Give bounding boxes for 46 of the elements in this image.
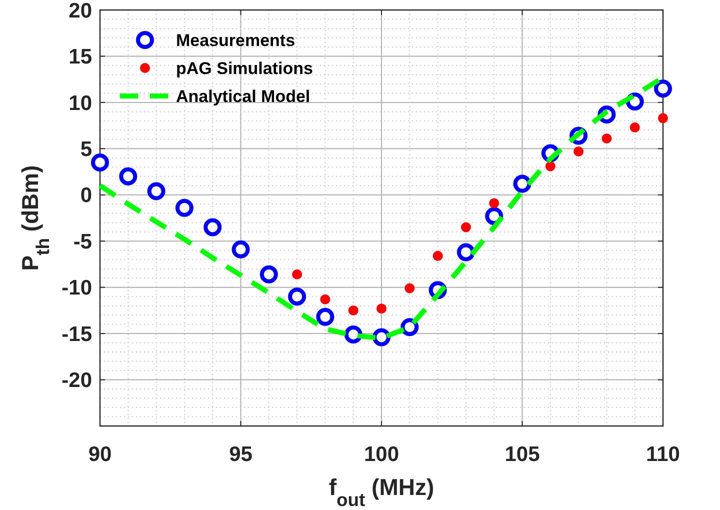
point	[658, 113, 668, 124]
point	[460, 222, 471, 232]
x-tick-label: 105	[504, 443, 540, 466]
y-tick-label: 10	[68, 92, 92, 115]
x-tick-label: 110	[646, 443, 680, 466]
point	[372, 328, 390, 346]
legend-label: Measurements	[176, 30, 296, 50]
point	[147, 182, 166, 200]
point	[545, 161, 556, 172]
y-tick-label: 15	[68, 46, 92, 69]
point	[654, 80, 672, 98]
x-tick-label: 90	[88, 443, 112, 466]
y-tick-label: -5	[73, 230, 92, 254]
point	[260, 265, 278, 284]
point	[320, 294, 330, 304]
point	[344, 325, 362, 344]
point	[404, 283, 415, 294]
x-tick-label: 95	[229, 443, 253, 466]
point	[574, 146, 584, 156]
point	[489, 198, 500, 208]
point	[400, 318, 419, 336]
y-tick-label: 5	[80, 138, 92, 162]
point	[119, 167, 138, 186]
point	[91, 154, 109, 172]
point	[432, 250, 443, 261]
y-tick-label: -20	[62, 369, 92, 392]
y-tick-label: 0	[80, 184, 92, 208]
point	[232, 240, 250, 258]
point	[292, 269, 302, 280]
legend-label: pAG Simulations	[176, 58, 313, 78]
y-tick-label: -10	[62, 276, 92, 300]
y-tick-label: 20	[68, 0, 92, 22]
point	[316, 308, 334, 326]
point	[348, 305, 358, 316]
x-tick-label: 100	[364, 443, 400, 466]
legend-label: Analytical Model	[176, 86, 310, 106]
point	[456, 243, 475, 262]
point	[288, 288, 306, 306]
x-axis-title: f$_{out}$ (MHz)	[328, 474, 434, 510]
point	[513, 174, 532, 193]
point	[204, 218, 222, 236]
point	[175, 198, 194, 217]
point	[630, 122, 640, 132]
y-tick-label: -15	[62, 322, 92, 346]
point	[376, 304, 386, 314]
point	[602, 134, 612, 144]
